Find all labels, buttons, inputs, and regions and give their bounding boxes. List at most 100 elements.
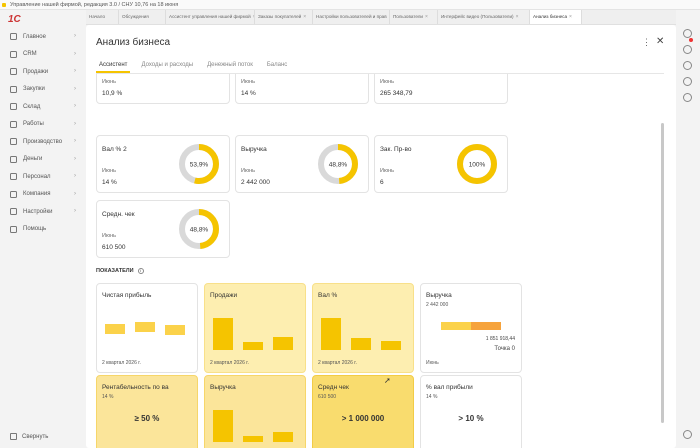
mini-bar: [213, 318, 233, 350]
close-tab-icon[interactable]: ×: [515, 14, 519, 20]
close-tab-icon[interactable]: ×: [424, 14, 428, 20]
works-icon: [10, 120, 17, 128]
donut-arc: [457, 144, 497, 184]
kpi-card[interactable]: Выручка Июнь 2 442 000 48,8%: [235, 135, 369, 193]
favorites-icon[interactable]: [683, 77, 692, 86]
settings-icon[interactable]: [683, 430, 692, 439]
sidebar-item-label: Склад: [23, 103, 41, 110]
tab-0[interactable]: Начало: [86, 10, 119, 24]
page-title: Анализ бизнеса: [96, 37, 171, 48]
sidebar-item-1[interactable]: CRM ›: [0, 46, 86, 64]
sidebar-item-10[interactable]: Настройки ›: [0, 203, 86, 221]
kpi-period: Июнь: [380, 79, 394, 85]
collapse-button[interactable]: Свернуть: [10, 433, 48, 440]
sidebar-item-8[interactable]: Персонал ›: [0, 168, 86, 186]
content-scroll-area[interactable]: Июнь 10,9 % Июнь 14 % Июнь 265 348,79 Вал % 2 И…: [86, 74, 676, 448]
kpi-card[interactable]: Вал % 2 Июнь 14 % 53,9%: [96, 135, 230, 193]
mini-bar: [321, 318, 341, 350]
more-menu-icon[interactable]: ⋮: [642, 37, 651, 47]
tab-5[interactable]: Пользователи ×: [390, 10, 438, 24]
kpi-value: 265 348,79: [380, 90, 413, 97]
sidebar-item-7[interactable]: Деньги ›: [0, 151, 86, 169]
kpi-card[interactable]: Средн. чек Июнь 610 500 48,8%: [96, 200, 230, 258]
sidebar-item-label: Главное: [23, 33, 46, 40]
indicator-title: % вал прибыли: [426, 384, 473, 391]
indicator-subtitle: 14 %: [426, 394, 438, 400]
tab-3[interactable]: Заказы покупателей ×: [255, 10, 313, 24]
company-icon: [10, 190, 17, 198]
close-tab-icon[interactable]: ×: [253, 10, 254, 24]
notifications-icon[interactable]: [683, 45, 692, 54]
subtab-3[interactable]: Баланс: [266, 62, 288, 68]
sidebar-item-4[interactable]: Склад ›: [0, 98, 86, 116]
scrollbar[interactable]: [661, 123, 664, 423]
close-tab-icon[interactable]: ×: [303, 14, 307, 20]
kpi-value: 6: [380, 179, 384, 186]
chevron-right-icon: ›: [74, 173, 76, 179]
tab-label: Начало: [89, 14, 106, 19]
tab-2[interactable]: Ассистент управления нашей фирмой×: [166, 10, 255, 24]
history-icon[interactable]: [683, 61, 692, 70]
indicator-target: ≥ 50 %: [134, 414, 160, 423]
sidebar-item-label: Компания: [23, 191, 51, 198]
staff-icon: [10, 173, 17, 181]
tab-6[interactable]: Интерфейс видео (Пользователи) ×: [438, 10, 530, 24]
app-icon: [2, 3, 6, 7]
mini-bar: [135, 322, 155, 332]
chevron-right-icon: ›: [74, 138, 76, 144]
sidebar-item-6[interactable]: Производство ›: [0, 133, 86, 151]
sidebar-item-label: Настройки: [23, 208, 53, 215]
sidebar-item-label: Работы: [23, 121, 44, 128]
donut-chart: 100%: [457, 144, 497, 184]
info-icon[interactable]: i: [137, 268, 144, 274]
indicator-title: Вал %: [318, 292, 338, 299]
sidebar-item-5[interactable]: Работы ›: [0, 116, 86, 134]
kpi-label: Средн. чек: [102, 211, 135, 218]
warehouse-icon: [10, 103, 17, 111]
close-tab-icon[interactable]: ×: [569, 14, 572, 20]
kpi-card[interactable]: Июнь 265 348,79: [374, 74, 508, 104]
indicator-tile[interactable]: Чистая прибыль 2 квартал 2026 г.: [96, 283, 198, 373]
sidebar-item-11[interactable]: Помощь: [0, 221, 86, 239]
indicator-period: Июнь: [426, 360, 439, 366]
tab-7[interactable]: Анализ бизнеса ×: [530, 10, 582, 24]
tab-label: Обсуждения: [122, 14, 149, 19]
window-title: Управление нашей фирмой, редакция 3.0 / …: [10, 2, 179, 8]
close-icon[interactable]: ✕: [656, 36, 665, 47]
donut-chart: 48,8%: [318, 144, 358, 184]
tab-label: Интерфейс видео (Пользователи): [441, 14, 514, 19]
kpi-value: 10,9 %: [102, 90, 123, 97]
kpi-card[interactable]: Июнь 10,9 %: [96, 74, 230, 104]
tab-1[interactable]: Обсуждения: [119, 10, 166, 24]
sidebar-item-9[interactable]: Компания ›: [0, 186, 86, 204]
kpi-period: Июнь: [102, 233, 116, 239]
sidebar-item-label: Закупки: [23, 86, 45, 93]
indicator-period: 2 квартал 2026 г.: [102, 360, 141, 366]
indicator-tile[interactable]: Выручка 2 442 000 Июнь 1 851 918,44 Точка 0: [420, 283, 522, 373]
chevron-right-icon: ›: [74, 208, 76, 214]
kpi-period: Июнь: [102, 168, 116, 174]
sidebar-item-0[interactable]: Главное ›: [0, 28, 86, 46]
kpi-card[interactable]: Июнь 14 %: [235, 74, 369, 104]
subtabs: Ассистент Доходы и расходы Денежный поток Б…: [96, 60, 290, 73]
search-icon[interactable]: [683, 29, 692, 38]
sidebar-item-3[interactable]: Закупки ›: [0, 81, 86, 99]
close-tab-icon[interactable]: ×: [389, 10, 390, 24]
kpi-label: Зак. Пр-во: [380, 146, 412, 153]
subtab-1[interactable]: Доходы и расходы: [141, 62, 194, 68]
indicator-tile[interactable]: Продажи 2 квартал 2026 г.: [204, 283, 306, 373]
subtab-0[interactable]: Ассистент: [96, 60, 131, 73]
sidebar-item-label: CRM: [23, 51, 37, 58]
subtab-2[interactable]: Денежный поток: [207, 62, 253, 68]
tab-4[interactable]: Настройки пользователей и прав×: [313, 10, 390, 24]
collapse-icon: [10, 433, 17, 440]
users-icon[interactable]: [683, 93, 692, 102]
indicator-tile[interactable]: Вал % 2 квартал 2026 г.: [312, 283, 414, 373]
kpi-card[interactable]: Зак. Пр-во Июнь 6 100%: [374, 135, 508, 193]
sidebar-item-2[interactable]: Продажи ›: [0, 63, 86, 81]
chevron-right-icon: ›: [74, 190, 76, 197]
